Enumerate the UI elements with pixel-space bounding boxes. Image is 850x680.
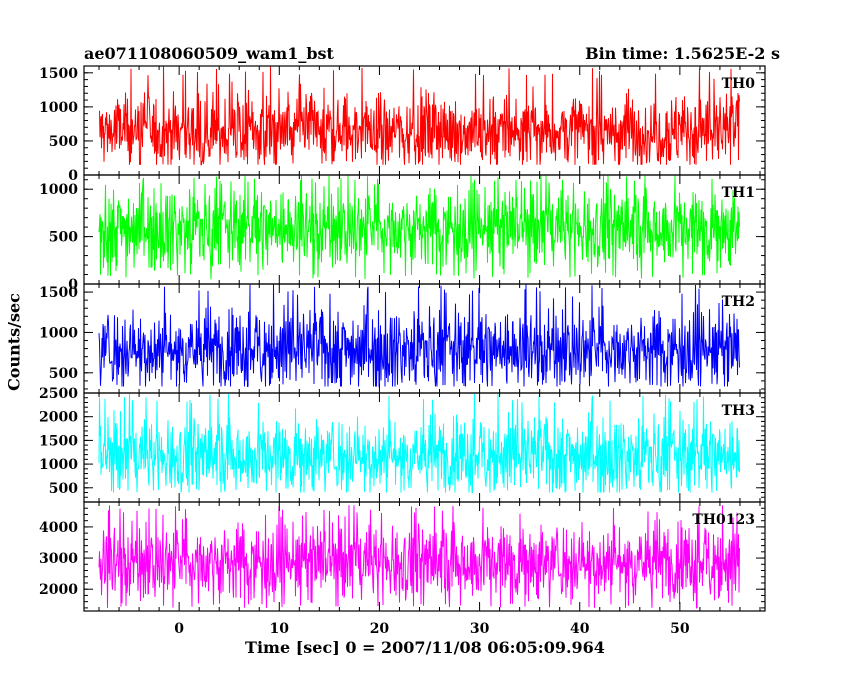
y-tick-label-TH0: 0 [68,168,78,184]
x-tick-label: 30 [470,621,490,637]
y-tick-label-TH1: 500 [49,230,78,246]
x-tick-label: 50 [670,621,690,637]
y-tick-label-TH2: 1500 [39,285,78,301]
panel-frame-TH0123 [83,501,766,612]
bin-time-label: Bin time: 1.5625E-2 s [585,44,780,63]
y-tick-label-TH0123: 3000 [39,551,78,567]
y-tick-label-TH2: 1000 [39,325,78,341]
series-label-TH3: TH3 [722,403,755,419]
series-label-TH0: TH0 [722,76,756,92]
series-label-TH1: TH1 [722,185,755,201]
series-label-TH0123: TH0123 [692,512,755,528]
x-tick-label: 10 [270,621,290,637]
y-tick-label-TH3: 1000 [39,457,78,473]
x-tick-label: 20 [370,621,390,637]
chart-title: ae071108060509_wam1_bst [84,44,334,63]
x-tick-label: 0 [174,621,184,637]
series-line-TH3 [98,393,740,494]
y-tick-label-TH3: 2500 [39,386,78,402]
y-tick-label-TH0: 1000 [39,100,78,116]
series-line-TH0 [99,66,740,166]
y-tick-label-TH3: 2000 [39,410,78,426]
y-axis-label: Counts/sec [4,293,24,391]
y-tick-label-TH0: 1500 [39,66,78,82]
series-label-TH2: TH2 [722,294,755,310]
series-line-TH2 [98,284,740,388]
y-tick-label-TH0123: 4000 [39,520,78,536]
y-tick-label-TH1: 0 [68,277,78,293]
series-line-TH0123 [98,505,740,609]
x-axis-label: Time [sec] 0 = 2007/11/08 06:05:09.964 [245,638,605,657]
series-line-TH1 [98,175,740,280]
y-tick-label-TH3: 500 [49,481,78,497]
x-tick-label: 40 [570,621,590,637]
y-tick-label-TH0123: 2000 [39,582,78,598]
y-tick-label-TH3: 1500 [39,433,78,449]
y-tick-label-TH0: 500 [49,134,78,150]
y-tick-label-TH2: 500 [49,366,78,382]
y-tick-label-TH1: 1000 [39,182,78,198]
